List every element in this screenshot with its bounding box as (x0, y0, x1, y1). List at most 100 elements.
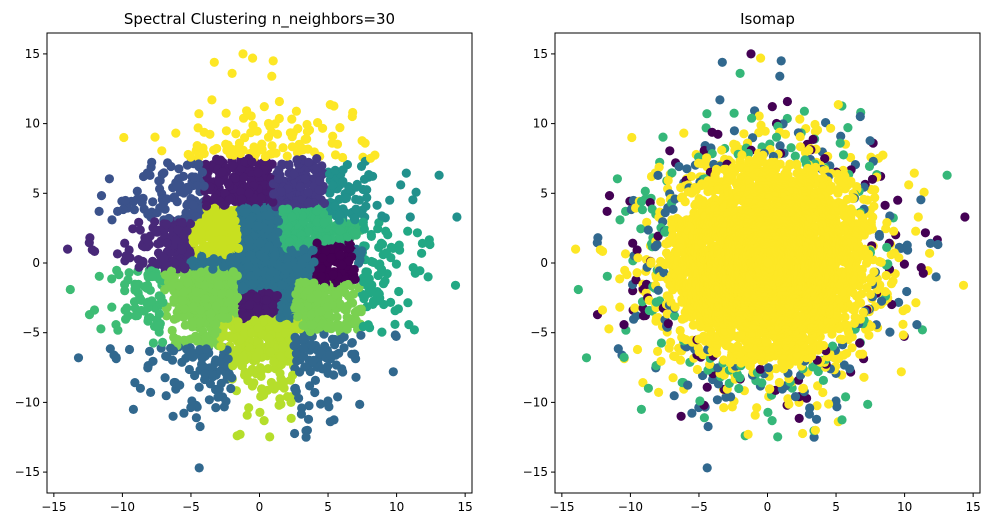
data-point (653, 231, 663, 241)
data-point (911, 298, 921, 308)
data-point (726, 392, 736, 402)
data-point (192, 141, 202, 151)
data-point (325, 350, 335, 360)
data-point (811, 414, 822, 424)
data-point (341, 193, 351, 203)
data-point (287, 114, 297, 124)
data-point (180, 262, 190, 272)
data-point (242, 311, 252, 321)
data-point (359, 224, 369, 234)
data-point (325, 100, 335, 110)
data-point (65, 284, 75, 295)
data-point (846, 152, 856, 163)
data-point (717, 57, 727, 67)
data-point (347, 349, 357, 359)
data-point (615, 215, 625, 225)
data-point (129, 205, 139, 215)
data-point (290, 428, 300, 439)
data-point (316, 271, 327, 282)
data-point (148, 197, 158, 207)
data-point (158, 337, 168, 347)
data-point (573, 284, 583, 295)
data-point (208, 227, 218, 237)
data-point (652, 240, 662, 250)
data-point (356, 161, 367, 171)
data-point (627, 132, 637, 143)
data-point (265, 432, 275, 442)
data-point (244, 300, 254, 310)
data-point (795, 132, 805, 142)
data-point (244, 237, 254, 247)
data-point (775, 71, 785, 81)
data-point (859, 372, 869, 382)
data-point (244, 219, 254, 229)
data-point (394, 286, 404, 297)
data-point (107, 215, 117, 225)
data-point (874, 231, 885, 241)
data-point (916, 263, 926, 273)
data-point (896, 367, 906, 377)
data-point (221, 396, 231, 406)
data-point (171, 128, 181, 138)
data-point (302, 134, 312, 144)
data-point (309, 257, 319, 267)
data-point (334, 233, 344, 243)
data-point (642, 217, 652, 227)
data-point (147, 296, 157, 306)
data-point (809, 432, 819, 442)
data-point (820, 154, 830, 164)
data-point (628, 238, 638, 248)
data-point (423, 272, 433, 282)
data-point (170, 258, 180, 268)
data-point (715, 95, 725, 105)
data-point (245, 250, 255, 260)
data-point (300, 362, 310, 372)
data-point (713, 129, 723, 139)
data-point (273, 216, 284, 226)
data-point (255, 363, 265, 373)
data-point (839, 360, 849, 370)
data-point (205, 129, 215, 139)
data-point (349, 213, 359, 223)
data-point (646, 257, 656, 267)
data-point (631, 311, 642, 321)
data-point (925, 248, 935, 258)
data-point (902, 286, 912, 297)
data-point (90, 246, 100, 256)
data-point (301, 432, 311, 442)
data-point (130, 378, 140, 388)
data-point (452, 212, 462, 222)
data-point (107, 274, 117, 284)
data-point (305, 381, 315, 391)
data-point (290, 383, 300, 393)
data-point (175, 380, 185, 390)
x-tick-label: −15 (41, 500, 66, 514)
data-point (408, 263, 418, 273)
data-point (239, 172, 249, 182)
data-point (286, 413, 296, 423)
data-point (396, 180, 406, 190)
data-point (763, 363, 774, 373)
data-point (304, 285, 314, 295)
data-point (291, 289, 301, 299)
data-point (239, 328, 250, 338)
data-point (112, 265, 122, 275)
data-point (136, 295, 146, 305)
data-point (94, 271, 104, 281)
data-point (299, 244, 309, 254)
data-point (232, 292, 243, 302)
data-point (385, 195, 395, 205)
data-point (653, 170, 663, 180)
data-point (160, 285, 170, 295)
data-point (232, 229, 242, 240)
data-point (161, 219, 172, 229)
data-point (284, 160, 294, 170)
data-point (290, 332, 300, 342)
data-point (855, 349, 865, 359)
data-point (667, 168, 677, 178)
data-point (162, 238, 172, 248)
data-point (293, 124, 303, 134)
data-point (654, 387, 664, 397)
data-point (668, 373, 678, 383)
